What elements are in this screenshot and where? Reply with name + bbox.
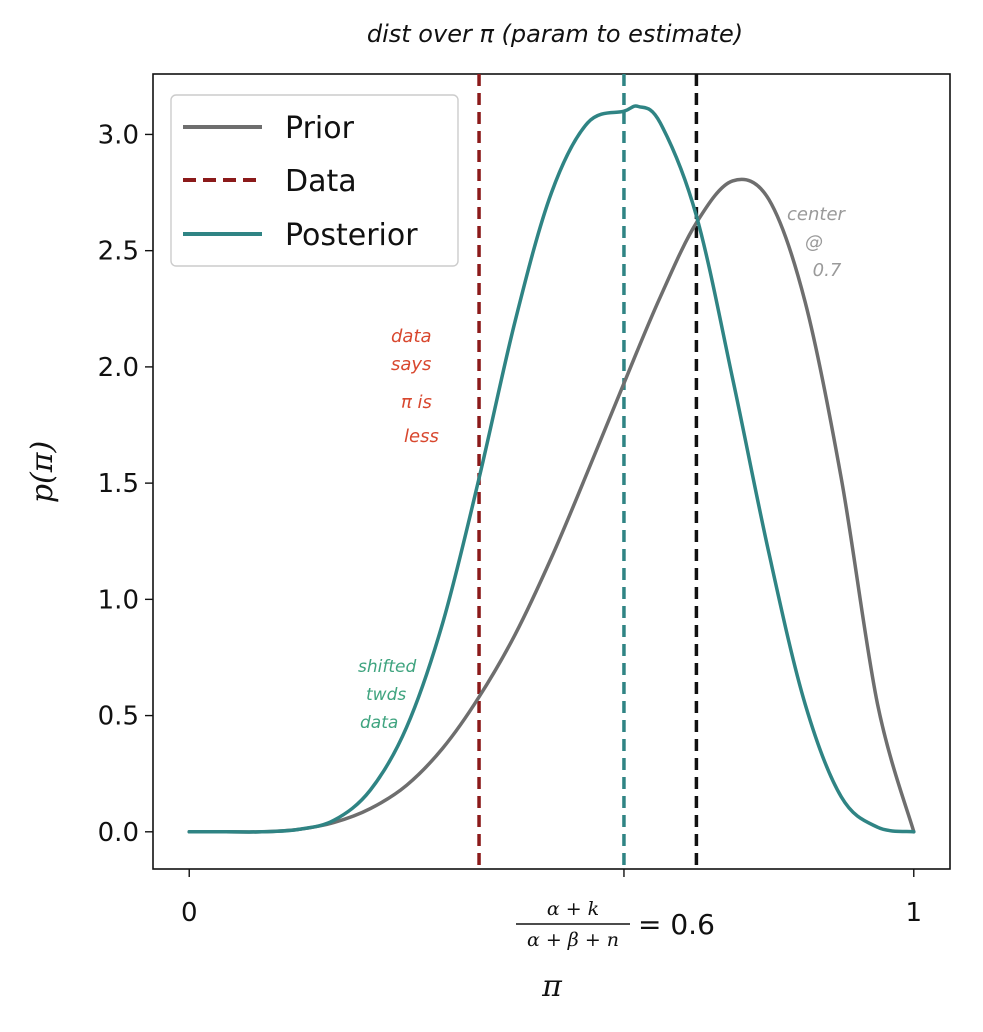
x-axis-label: π	[541, 969, 563, 1004]
annotation-data-says: data says π is less	[391, 326, 439, 447]
y-tick-label: 3.0	[98, 120, 139, 150]
annotation-data-says-line-2: says	[391, 354, 431, 375]
legend-label-prior: Prior	[285, 111, 355, 146]
series-prior	[187, 177, 916, 834]
plot-frame	[152, 73, 951, 870]
legend-label-posterior: Posterior	[285, 218, 418, 253]
legend-label-data: Data	[285, 164, 357, 199]
y-tick-label: 0.5	[98, 702, 139, 732]
chart-title: dist over π (param to estimate)	[367, 20, 743, 48]
annotation-data-says-line-3: π is	[401, 392, 432, 413]
y-tick-label: 2.5	[98, 237, 139, 267]
xtick-formula: α + k α + β + n = 0.6	[516, 898, 715, 951]
formula-numerator: α + k	[547, 898, 599, 920]
ticks: 0.0 0.5 1.0 1.5 2.0 2.5 3.0 0 1	[98, 120, 922, 928]
series-posterior	[187, 104, 916, 834]
legend-box	[170, 94, 459, 267]
annotation-data-says-line-4: less	[404, 426, 439, 447]
x-tick-label: 1	[905, 898, 922, 928]
y-tick-label: 1.0	[98, 585, 139, 615]
y-tick-label: 0.0	[98, 818, 139, 848]
annotation-data-says-line-1: data	[391, 326, 432, 347]
formula-value: = 0.6	[638, 908, 715, 941]
curves	[187, 104, 916, 834]
y-axis-label: p(π)	[25, 441, 60, 503]
annotation-shifted-line-2: twds	[366, 685, 406, 705]
formula-denominator: α + β + n	[527, 929, 619, 951]
annotation-center-line-1: center	[787, 204, 847, 225]
legend: Prior Data Posterior	[170, 94, 459, 267]
annotation-shifted: shifted twds data	[358, 657, 416, 733]
annotation-center-line-2: @	[805, 232, 823, 253]
x-tick-label: 0	[181, 898, 198, 928]
annotation-center: center @ 0.7	[787, 204, 847, 281]
y-tick-label: 2.0	[98, 353, 139, 383]
annotation-center-line-3: 0.7	[813, 260, 842, 281]
y-tick-label: 1.5	[98, 469, 139, 499]
annotation-shifted-line-1: shifted	[358, 657, 416, 677]
annotation-shifted-line-3: data	[360, 713, 398, 733]
